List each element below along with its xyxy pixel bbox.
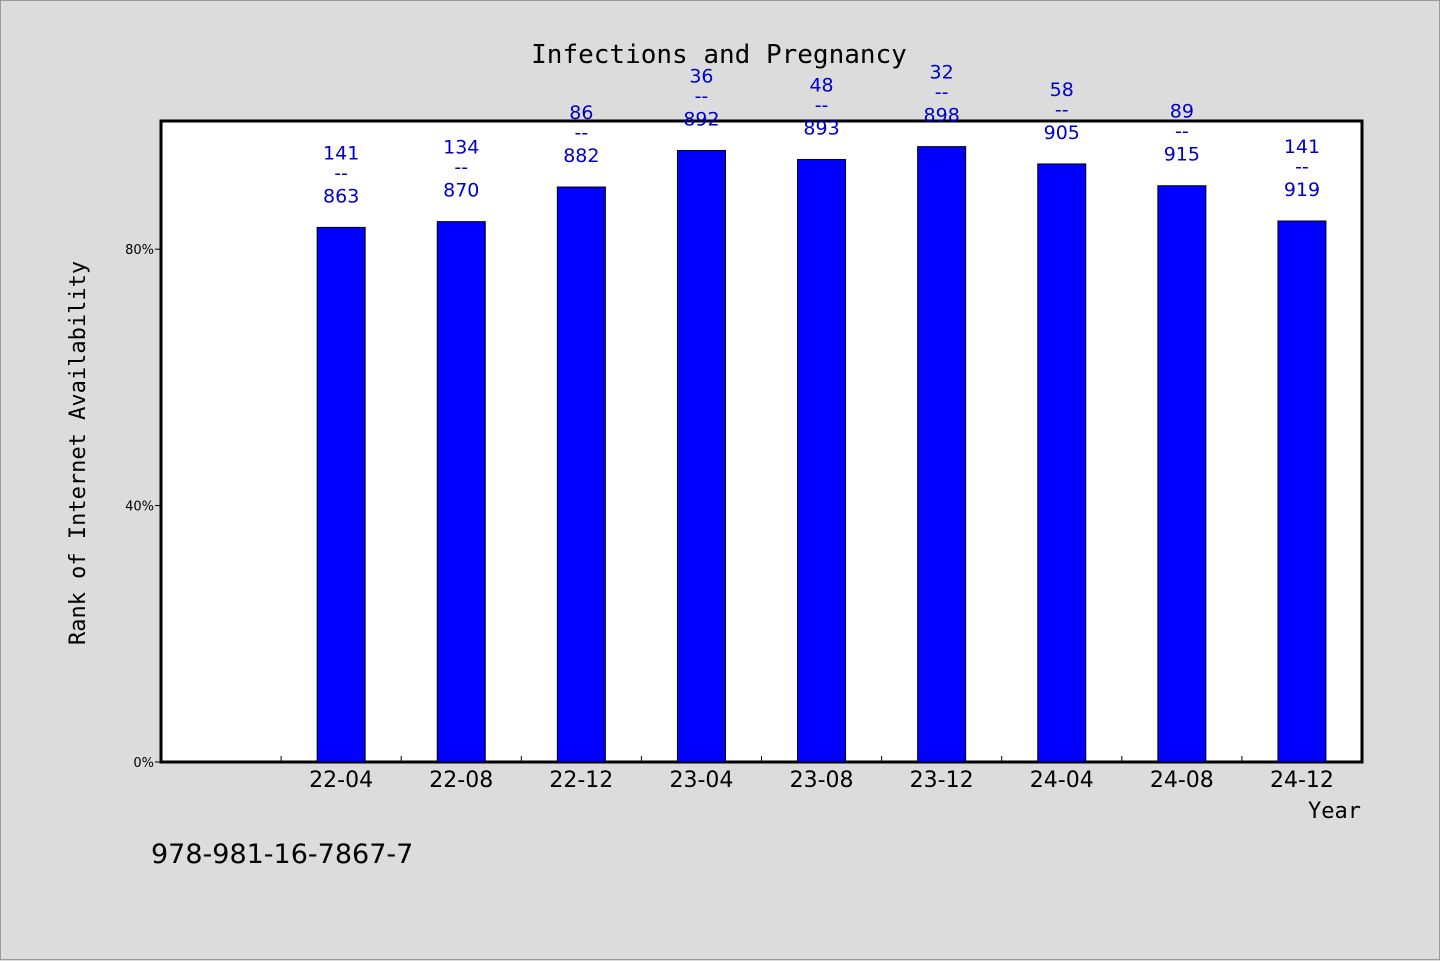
bar — [316, 226, 366, 763]
bar — [1037, 163, 1087, 763]
data-label-rank: 141 — [323, 142, 359, 164]
bar — [797, 158, 847, 763]
data-label-separator: -- — [574, 122, 588, 144]
x-tick-label: 24-12 — [1270, 768, 1334, 793]
data-label-rank: 134 — [443, 137, 479, 159]
bar — [1277, 220, 1327, 763]
data-label-total: 915 — [1164, 144, 1200, 166]
bars: 141--863134--87086--88236--89248--89332-… — [316, 62, 1327, 763]
data-label-total: 919 — [1284, 179, 1320, 201]
data-label-separator: -- — [1295, 156, 1309, 178]
data-label-separator: -- — [1055, 99, 1069, 121]
bar — [436, 221, 486, 763]
x-tick-label: 23-08 — [790, 768, 854, 793]
data-label-total: 882 — [563, 145, 599, 167]
x-tick-label: 24-04 — [1030, 768, 1094, 793]
data-label-separator: -- — [935, 82, 949, 104]
data-label-rank: 58 — [1050, 79, 1074, 101]
data-label-total: 863 — [323, 185, 359, 207]
data-label-total: 870 — [443, 180, 479, 202]
data-label-rank: 89 — [1170, 101, 1194, 123]
y-tick-label: 0% — [133, 756, 154, 771]
isbn-text: 978-981-16-7867-7 — [151, 839, 413, 870]
data-label-rank: 36 — [689, 65, 713, 87]
x-tick-label: 23-12 — [910, 768, 974, 793]
x-tick-label: 22-04 — [309, 768, 373, 793]
data-label-rank: 141 — [1284, 136, 1320, 158]
chart-title: Infections and Pregnancy — [531, 40, 907, 70]
data-label-separator: -- — [454, 157, 468, 179]
data-label-separator: -- — [334, 162, 348, 184]
bar — [1157, 185, 1207, 763]
data-label-rank: 48 — [809, 74, 833, 96]
data-label-rank: 86 — [569, 102, 593, 124]
y-tick-label: 40% — [125, 500, 154, 515]
x-tick-label: 22-12 — [549, 768, 613, 793]
data-label-separator: -- — [815, 94, 829, 116]
data-label-total: 905 — [1044, 122, 1080, 144]
x-tick-label: 22-08 — [429, 768, 493, 793]
x-axis-label: Year — [1308, 799, 1361, 824]
x-tick-label: 24-08 — [1150, 768, 1214, 793]
x-tick-label: 23-04 — [669, 768, 733, 793]
data-label-separator: -- — [1175, 121, 1189, 143]
y-tick-label: 80% — [125, 243, 154, 258]
y-axis-label: Rank of Internet Availability — [66, 261, 91, 645]
data-label-total: 893 — [803, 117, 839, 139]
bar — [676, 149, 726, 763]
data-label-separator: -- — [695, 85, 709, 107]
data-label-total: 898 — [924, 105, 960, 127]
bar — [917, 146, 967, 763]
data-label-total: 892 — [683, 108, 719, 130]
ticks: 0% 40% 80% 22-04 22-08 22-12 23-04 23-08 23-12 24… — [125, 243, 1334, 793]
bar — [556, 186, 606, 763]
data-label-rank: 32 — [930, 62, 954, 84]
